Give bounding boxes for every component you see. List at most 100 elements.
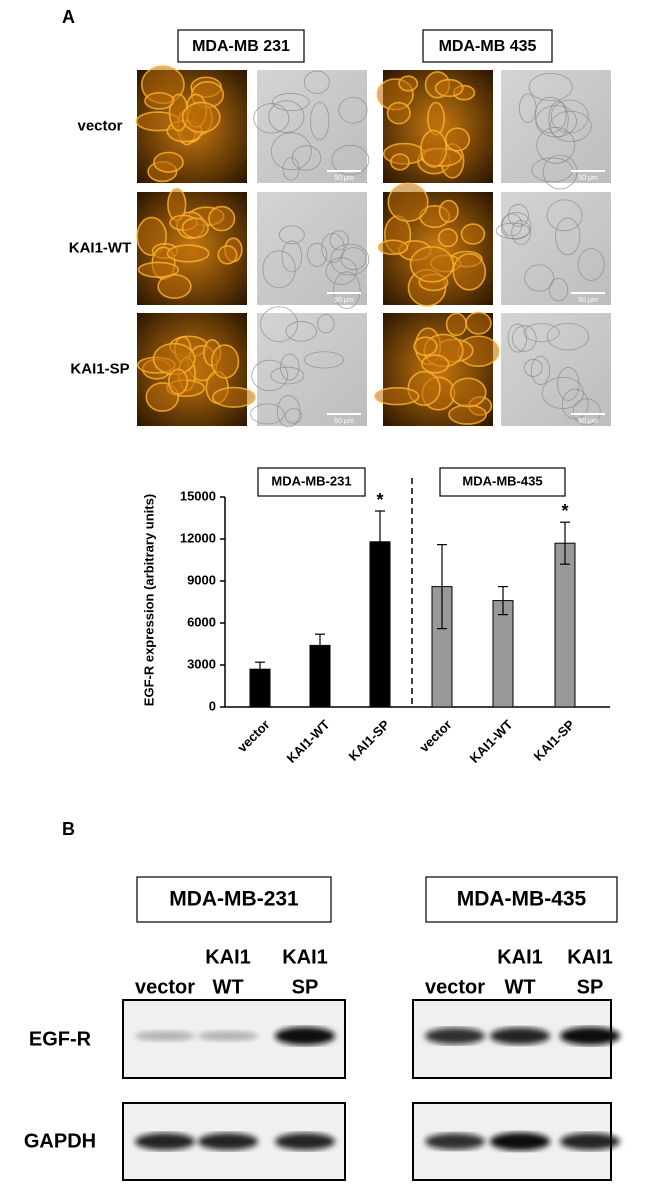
cell [270, 132, 312, 171]
scale-bar-label: 50 μm [334, 175, 354, 182]
cell [330, 243, 370, 276]
lane-label: KAI1 [282, 946, 328, 968]
scale-bar-label: 50 μm [578, 297, 598, 304]
cell [549, 110, 592, 142]
band [198, 1133, 258, 1150]
micrograph [377, 182, 493, 307]
cell [260, 306, 298, 343]
x-tick-label: KAI1-SP [531, 717, 578, 764]
cell-line-label: MDA-MB-231 [169, 888, 299, 911]
band [425, 1027, 485, 1045]
cell [409, 246, 455, 283]
micrograph: 50 μm [257, 192, 370, 309]
bar [554, 542, 576, 708]
scale-bar-label: 50 μm [334, 418, 354, 425]
cell [528, 72, 573, 102]
cell [500, 212, 532, 240]
cell [534, 96, 567, 134]
row-label: vector [77, 117, 122, 134]
cell [306, 242, 328, 267]
label-box [257, 467, 366, 497]
cell [181, 101, 221, 133]
cell [340, 247, 367, 271]
cell [427, 101, 445, 136]
lane-label: vector [425, 976, 485, 998]
cell [270, 366, 305, 385]
significance-mark: * [561, 501, 568, 521]
lane-label: vector [135, 976, 195, 998]
micrograph [136, 313, 256, 426]
y-tick-label: 12000 [180, 530, 216, 545]
label-box [439, 467, 566, 497]
label-box [425, 876, 618, 923]
cell [512, 325, 537, 352]
panel-label: A [62, 7, 75, 27]
cell [153, 151, 184, 173]
micrograph: 50 μm [495, 192, 611, 305]
micrograph: 50 μm [250, 306, 367, 428]
cell [278, 225, 305, 245]
cell [524, 264, 554, 292]
cell [460, 223, 486, 245]
cell [386, 101, 411, 125]
cell [387, 182, 429, 223]
image-bg [257, 313, 367, 426]
lane-label: KAI1 [205, 946, 251, 968]
cell [561, 388, 589, 420]
band [560, 1027, 620, 1045]
cell [285, 321, 317, 342]
cell [144, 91, 175, 110]
cell [251, 359, 288, 392]
cell [452, 253, 487, 291]
cell [523, 359, 543, 377]
cell [389, 153, 410, 171]
cell [577, 248, 605, 281]
cell [271, 93, 310, 111]
cell [523, 323, 560, 343]
cell [268, 100, 305, 133]
cell [317, 314, 335, 334]
band [425, 1133, 485, 1150]
cell [437, 228, 458, 248]
cell [253, 103, 290, 134]
cell [434, 78, 464, 98]
cell [541, 376, 584, 409]
micrograph [374, 311, 500, 426]
micrograph: 50 μm [501, 70, 611, 190]
cell [507, 323, 528, 353]
cell [217, 245, 238, 265]
band [490, 1132, 550, 1151]
x-tick-label: KAI1-SP [346, 717, 393, 764]
cell [338, 96, 368, 124]
y-tick-label: 0 [209, 698, 216, 713]
cell [445, 312, 468, 337]
cell [208, 205, 236, 232]
row-label: KAI1-WT [69, 239, 132, 256]
cell [572, 398, 601, 426]
cell [157, 273, 192, 299]
cell [555, 217, 581, 256]
image-bg [501, 192, 611, 305]
cell [303, 70, 330, 94]
cell [280, 353, 300, 381]
cell [262, 250, 296, 289]
cell [281, 240, 303, 273]
lane-label: SP [577, 976, 604, 998]
cell [507, 204, 529, 227]
band [135, 1133, 195, 1150]
cell [535, 105, 577, 138]
cell [531, 355, 551, 386]
image-bg [501, 70, 611, 183]
cell [546, 322, 590, 351]
cell [137, 261, 180, 278]
cell [166, 244, 210, 263]
cell [212, 386, 256, 408]
cell [421, 354, 450, 374]
lane-label: KAI1 [567, 946, 613, 968]
group-label: MDA-MB-231 [271, 473, 351, 488]
label-box [177, 29, 305, 63]
band [135, 1030, 195, 1042]
cell [531, 157, 574, 183]
lane-label: WT [504, 976, 535, 998]
